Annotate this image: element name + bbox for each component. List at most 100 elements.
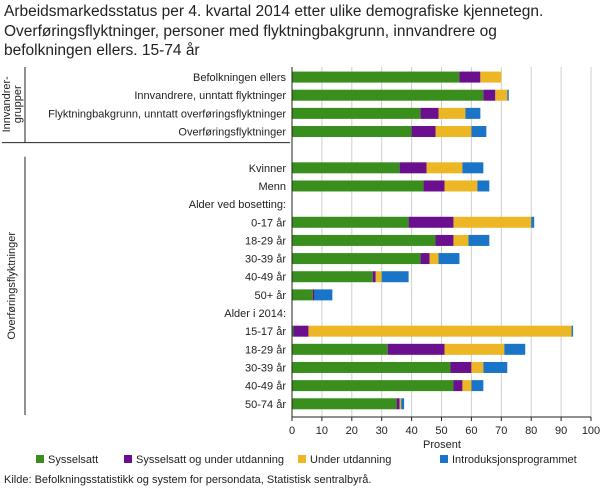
bar-segment bbox=[438, 253, 460, 265]
bar-segment bbox=[292, 126, 412, 138]
category-label: Flyktningbakgrunn, unntatt overføringsfl… bbox=[48, 108, 286, 120]
legend-label: Sysselsatt og under utdanning bbox=[136, 454, 284, 466]
bar-segment bbox=[465, 107, 481, 119]
bar-segment bbox=[292, 361, 451, 373]
bar-segment bbox=[292, 325, 294, 337]
bar-segment bbox=[292, 71, 460, 83]
bar-segment bbox=[468, 234, 490, 246]
bar-segment bbox=[372, 271, 376, 283]
x-tick-label: 80 bbox=[525, 425, 537, 437]
category-label: Alder i 2014: bbox=[224, 308, 286, 320]
group-label-line: Overføringsflyktninger bbox=[6, 232, 18, 340]
bar-segment bbox=[420, 107, 439, 119]
bar-segment bbox=[483, 89, 496, 101]
bar-segment bbox=[292, 162, 400, 174]
category-label: 50-74 år bbox=[245, 399, 286, 411]
category-label: 0-17 år bbox=[251, 217, 286, 229]
bar-segment bbox=[444, 343, 505, 355]
bar-segment bbox=[450, 361, 472, 373]
category-label: 30-39 år bbox=[245, 254, 286, 266]
bar-segment bbox=[471, 380, 484, 392]
x-tick-label: 10 bbox=[316, 425, 328, 437]
bar-segment bbox=[471, 126, 487, 138]
category-label: Innvandrere, unntatt flyktninger bbox=[134, 90, 286, 102]
x-tick-label: 70 bbox=[495, 425, 507, 437]
x-tick-label: 30 bbox=[376, 425, 388, 437]
x-tick-label: 100 bbox=[582, 425, 600, 437]
bar-segment bbox=[471, 361, 484, 373]
bar-segment bbox=[483, 361, 508, 373]
bar-segment bbox=[462, 380, 472, 392]
bar-segment bbox=[571, 325, 574, 337]
bar-segment bbox=[480, 71, 502, 83]
group-label-line: Innvandrer- bbox=[1, 76, 13, 133]
category-label: Alder ved bosetting: bbox=[189, 199, 286, 211]
category-label: Menn bbox=[258, 181, 286, 193]
legend-label: Introduksjonsprogrammet bbox=[452, 454, 577, 466]
category-label: 50+ år bbox=[255, 290, 287, 302]
group-label: Innvandrer-grupper bbox=[1, 76, 24, 133]
bar-segment bbox=[435, 126, 472, 138]
bar-segment bbox=[507, 89, 509, 101]
category-label: 18-29 år bbox=[245, 235, 286, 247]
bar-segment bbox=[401, 398, 405, 410]
legend-label: Sysselsatt bbox=[48, 454, 98, 466]
source-note: Kilde: Befolkningsstatistikk og system f… bbox=[4, 474, 372, 486]
bar-segment bbox=[420, 253, 430, 265]
bar-segment bbox=[408, 216, 454, 228]
bar-segment bbox=[444, 180, 478, 192]
bar-segment bbox=[396, 398, 400, 410]
legend-swatch bbox=[124, 455, 132, 463]
legend-swatch bbox=[36, 455, 44, 463]
x-tick-label: 50 bbox=[435, 425, 447, 437]
bar-segment bbox=[423, 180, 445, 192]
title-line-3: befolkningen ellers. 15-74 år bbox=[4, 42, 200, 59]
category-label: Befolkningen ellers bbox=[193, 72, 286, 84]
bar-segment bbox=[292, 180, 424, 192]
bar-segment bbox=[293, 325, 309, 337]
bar-segment bbox=[435, 234, 454, 246]
category-label: Kvinner bbox=[249, 163, 287, 175]
bar-segment bbox=[438, 107, 466, 119]
x-tick-label: 0 bbox=[289, 425, 295, 437]
bar-segment bbox=[312, 289, 315, 301]
legend-swatch bbox=[440, 455, 448, 463]
bar-segment bbox=[429, 253, 439, 265]
bar-segment bbox=[292, 89, 484, 101]
legend-label: Under utdanning bbox=[310, 454, 391, 466]
bar-segment bbox=[504, 343, 526, 355]
bar-segment bbox=[477, 180, 490, 192]
bar-segment bbox=[426, 162, 463, 174]
x-tick-label: 20 bbox=[346, 425, 358, 437]
category-label: 30-39 år bbox=[245, 362, 286, 374]
bar-segment bbox=[292, 253, 421, 265]
bar-segment bbox=[308, 325, 572, 337]
bar-segment bbox=[453, 380, 463, 392]
bar-segment bbox=[292, 271, 373, 283]
bar-segment bbox=[314, 289, 333, 301]
bar-segment bbox=[531, 216, 535, 228]
bar-segment bbox=[292, 289, 313, 301]
bar-segment bbox=[292, 107, 421, 119]
x-tick-label: 90 bbox=[555, 425, 567, 437]
bar-segment bbox=[399, 162, 427, 174]
bar-segment bbox=[453, 234, 469, 246]
category-label: 40-49 år bbox=[245, 381, 286, 393]
x-axis-title: Prosent bbox=[423, 439, 461, 451]
category-label: 15-17 år bbox=[245, 326, 286, 338]
bar-segment bbox=[453, 216, 532, 228]
bar-segment bbox=[387, 343, 445, 355]
group-label-line: grupper bbox=[12, 85, 24, 123]
category-label: 40-49 år bbox=[245, 272, 286, 284]
bar-segment bbox=[381, 271, 409, 283]
bar-segment bbox=[292, 398, 397, 410]
category-label: 18-29 år bbox=[245, 344, 286, 356]
title-line-1: Arbeidsmarkedsstatus per 4. kvartal 2014… bbox=[4, 3, 544, 20]
bar-segment bbox=[375, 271, 382, 283]
group-label: Overføringsflyktninger bbox=[6, 232, 18, 340]
bar-segment bbox=[459, 71, 481, 83]
x-tick-label: 60 bbox=[465, 425, 477, 437]
x-tick-label: 40 bbox=[405, 425, 417, 437]
chart-title: Arbeidsmarkedsstatus per 4. kvartal 2014… bbox=[4, 2, 604, 61]
